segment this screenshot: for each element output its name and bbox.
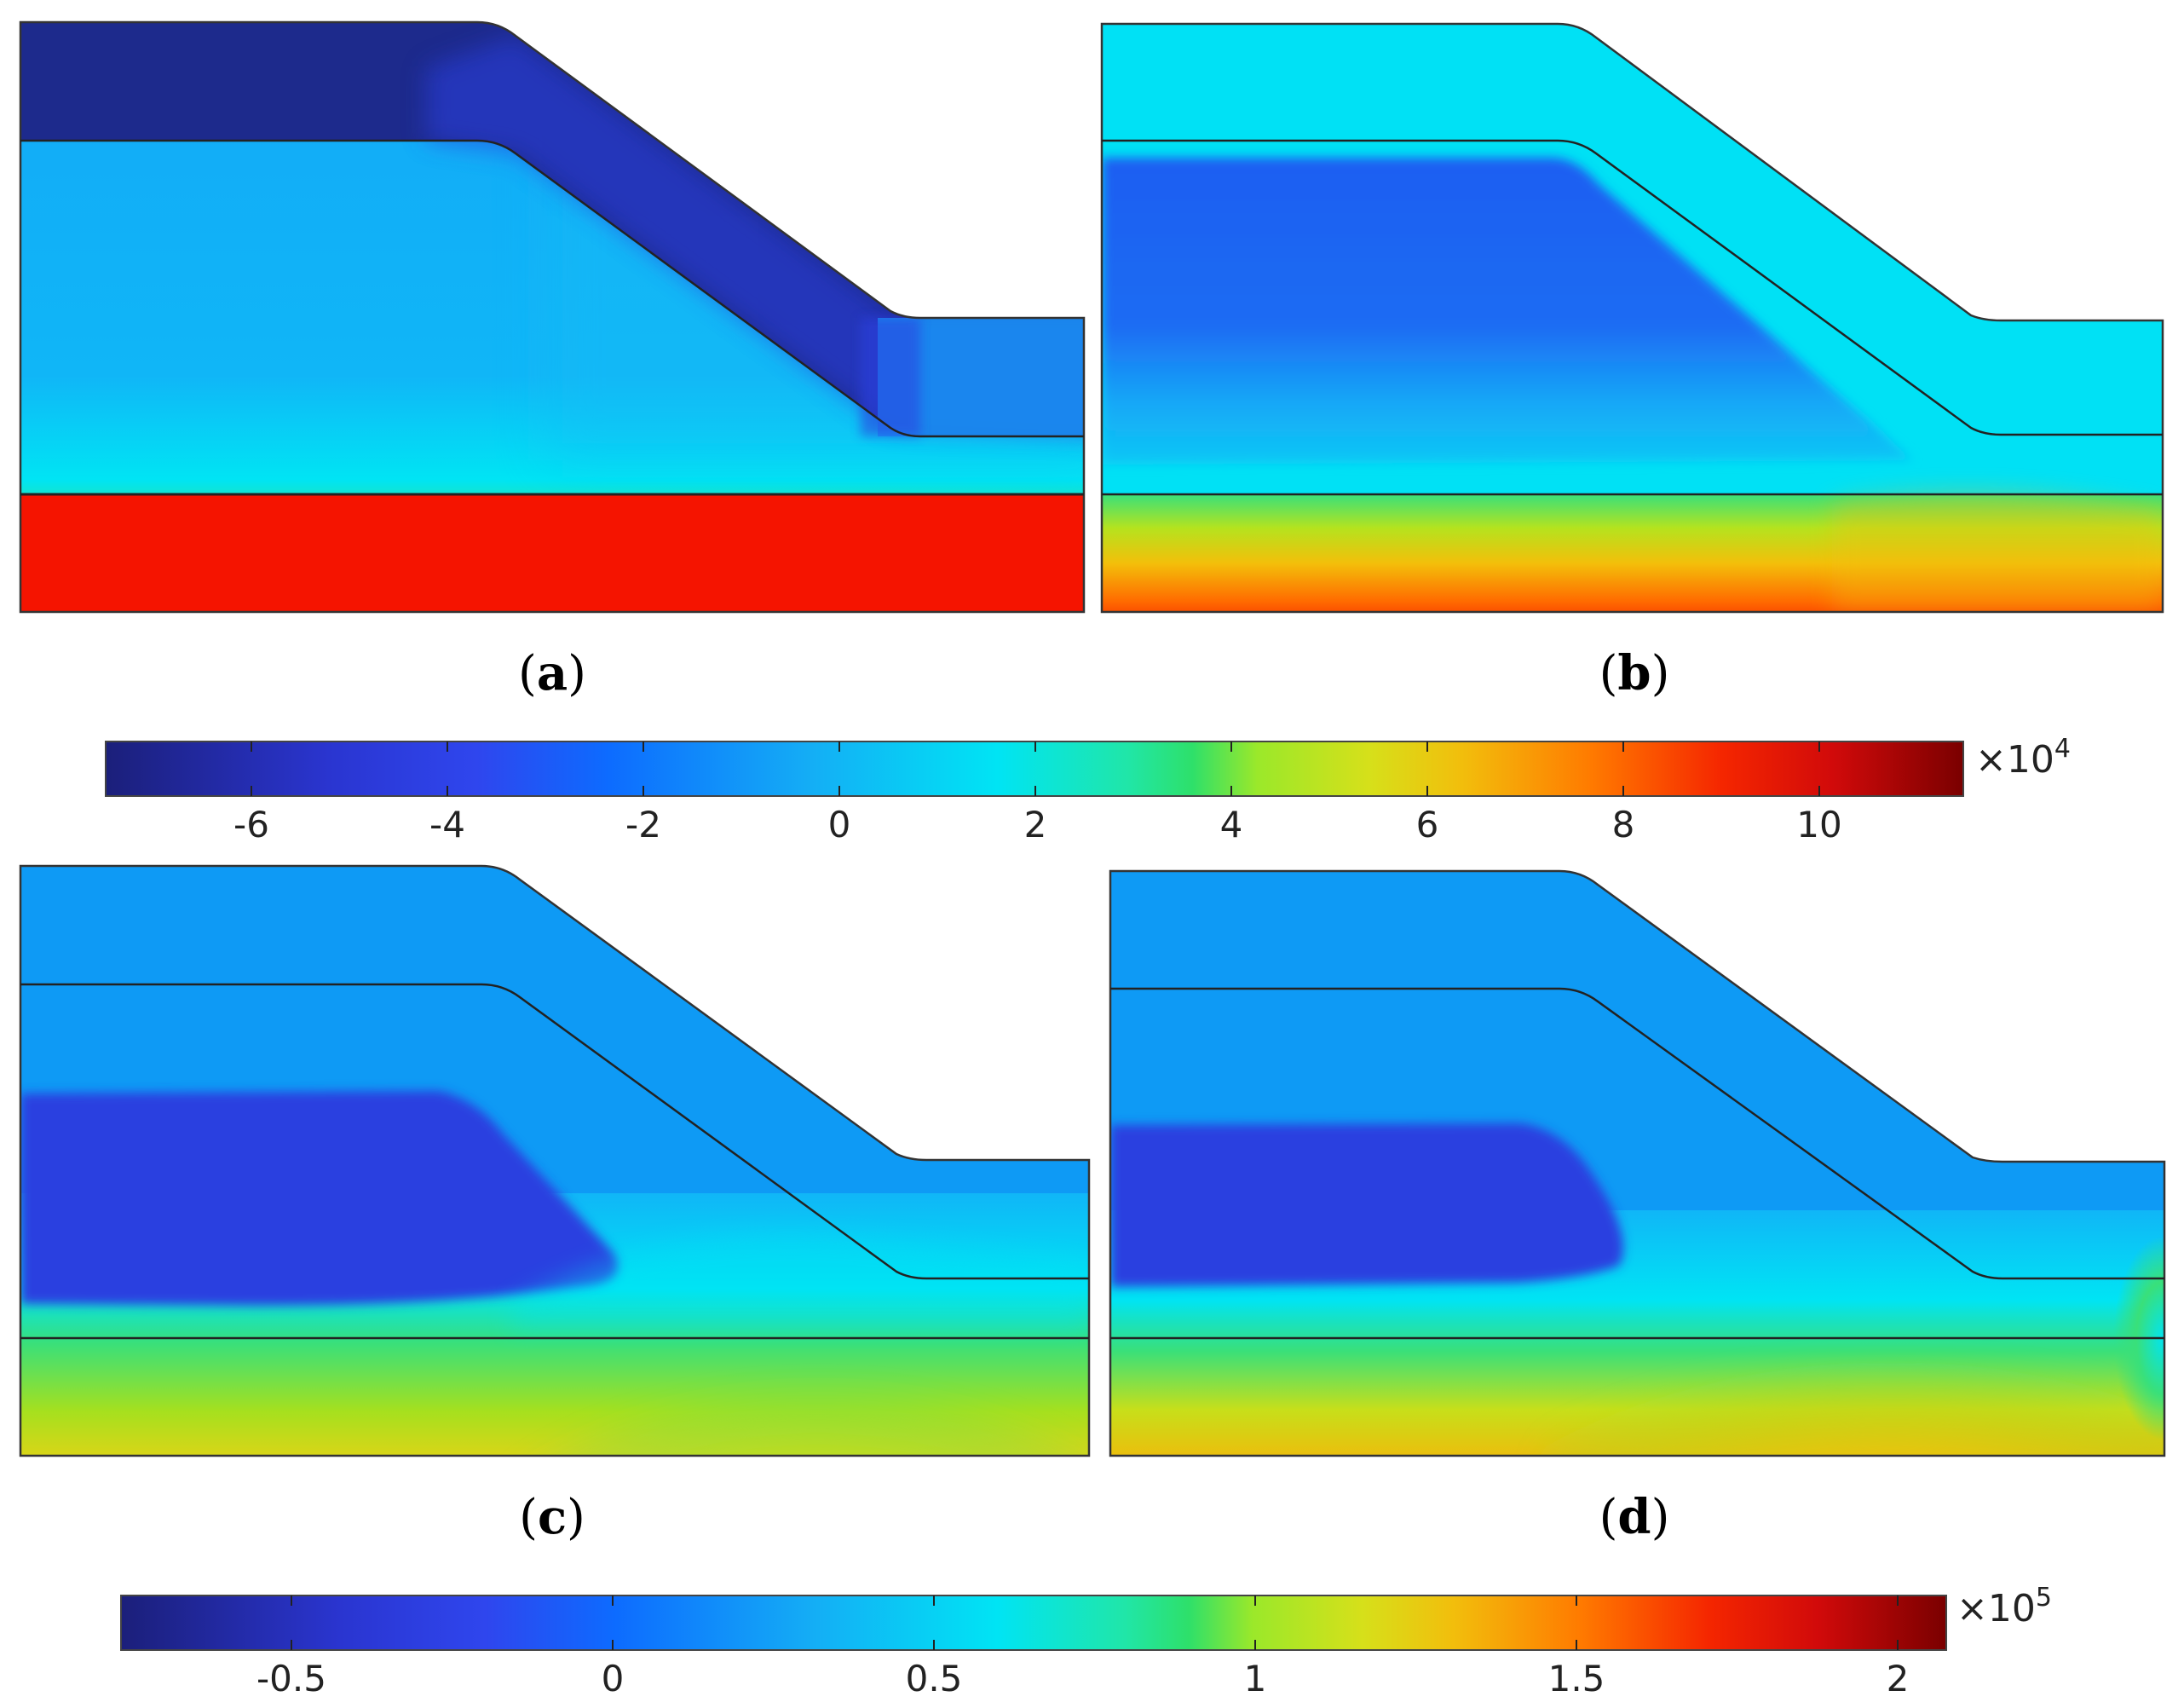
colorbar-bottom-tick-label: 0 [602,1658,625,1699]
colorbar-top-ticks: -6 -4 -2 0 2 4 6 8 10 [233,741,1842,845]
colorbar-top-tick-label: -4 [429,804,465,845]
panel-c-outline [19,864,1091,1457]
colorbar-top-tick-label: 2 [1024,804,1047,845]
panel-label-b: (b) [1599,645,1670,701]
panel-a-foundation-red [20,494,1084,612]
colorbar-bottom-tick-label: 2 [1887,1658,1910,1699]
panel-d-layer-boundary-1 [1110,987,2164,1280]
panel-a-layer-boundary-1 [20,139,1084,438]
colorbar-top-tick-label: 0 [828,804,851,845]
panel-c-layer-boundary-1 [20,983,1089,1280]
panel-d-right-ring [2113,1236,2164,1440]
colorbar-bottom-multiplier: ×105 [1956,1583,2052,1630]
colorbar-top-tick-label: 8 [1612,804,1635,845]
colorbar-bottom-tick-label: 1.5 [1548,1658,1605,1699]
colorbar-top-tick-label: -6 [233,804,269,845]
panel-d-hot-zone [1534,1253,2164,1456]
panel-b-plot [1102,24,2163,612]
panel-label-a: (a) [517,645,586,701]
colorbar-bottom-ticks: -0.5 0 0.5 1 1.5 2 [256,1595,1909,1699]
panel-c-hot-zone [511,1270,1089,1456]
panel-label-c: (c) [519,1489,585,1545]
colorbar-bottom-gradient [120,1595,1947,1651]
colorbar-top-tick-label: 10 [1796,804,1841,845]
panel-c-cyan-halo [511,1232,1089,1330]
panel-a-plot [20,22,1084,612]
colorbar-bottom: -0.5 0 0.5 1 1.5 2 ×105 [120,1583,2052,1699]
colorbar-bottom-tick-label: 1 [1244,1658,1267,1699]
panel-c-plot [20,866,1089,1456]
panel-b-foundation-bump [1832,492,2163,612]
colorbar-bottom-exponent: 5 [2036,1583,2052,1613]
panel-label-d: (d) [1599,1489,1670,1545]
colorbar-top: -6 -4 -2 0 2 4 6 8 10 ×104 [105,734,2071,845]
panel-b-layer-boundary-1 [1102,139,2163,436]
colorbar-top-tick-label: -2 [625,804,661,845]
panel-c-blue-core [20,1091,618,1306]
panel-d-outline [1109,869,2166,1457]
colorbar-bottom-tick-label: 0.5 [906,1658,963,1699]
colorbar-bottom-tick-label: -0.5 [256,1658,326,1699]
colorbar-top-multiplier: ×104 [1975,734,2071,782]
panel-d-plot [1110,871,2164,1456]
colorbar-top-tick-label: 6 [1416,804,1439,845]
panel-d-blue-core [1110,1123,1623,1287]
panel-a-toe-shade [861,318,920,436]
panel-b-blue-region [1102,158,1913,465]
colorbar-top-exponent: 4 [2054,734,2071,764]
panel-b-outline [1100,22,2164,614]
panel-a-outline [19,20,1086,614]
colorbar-top-tick-label: 4 [1220,804,1243,845]
